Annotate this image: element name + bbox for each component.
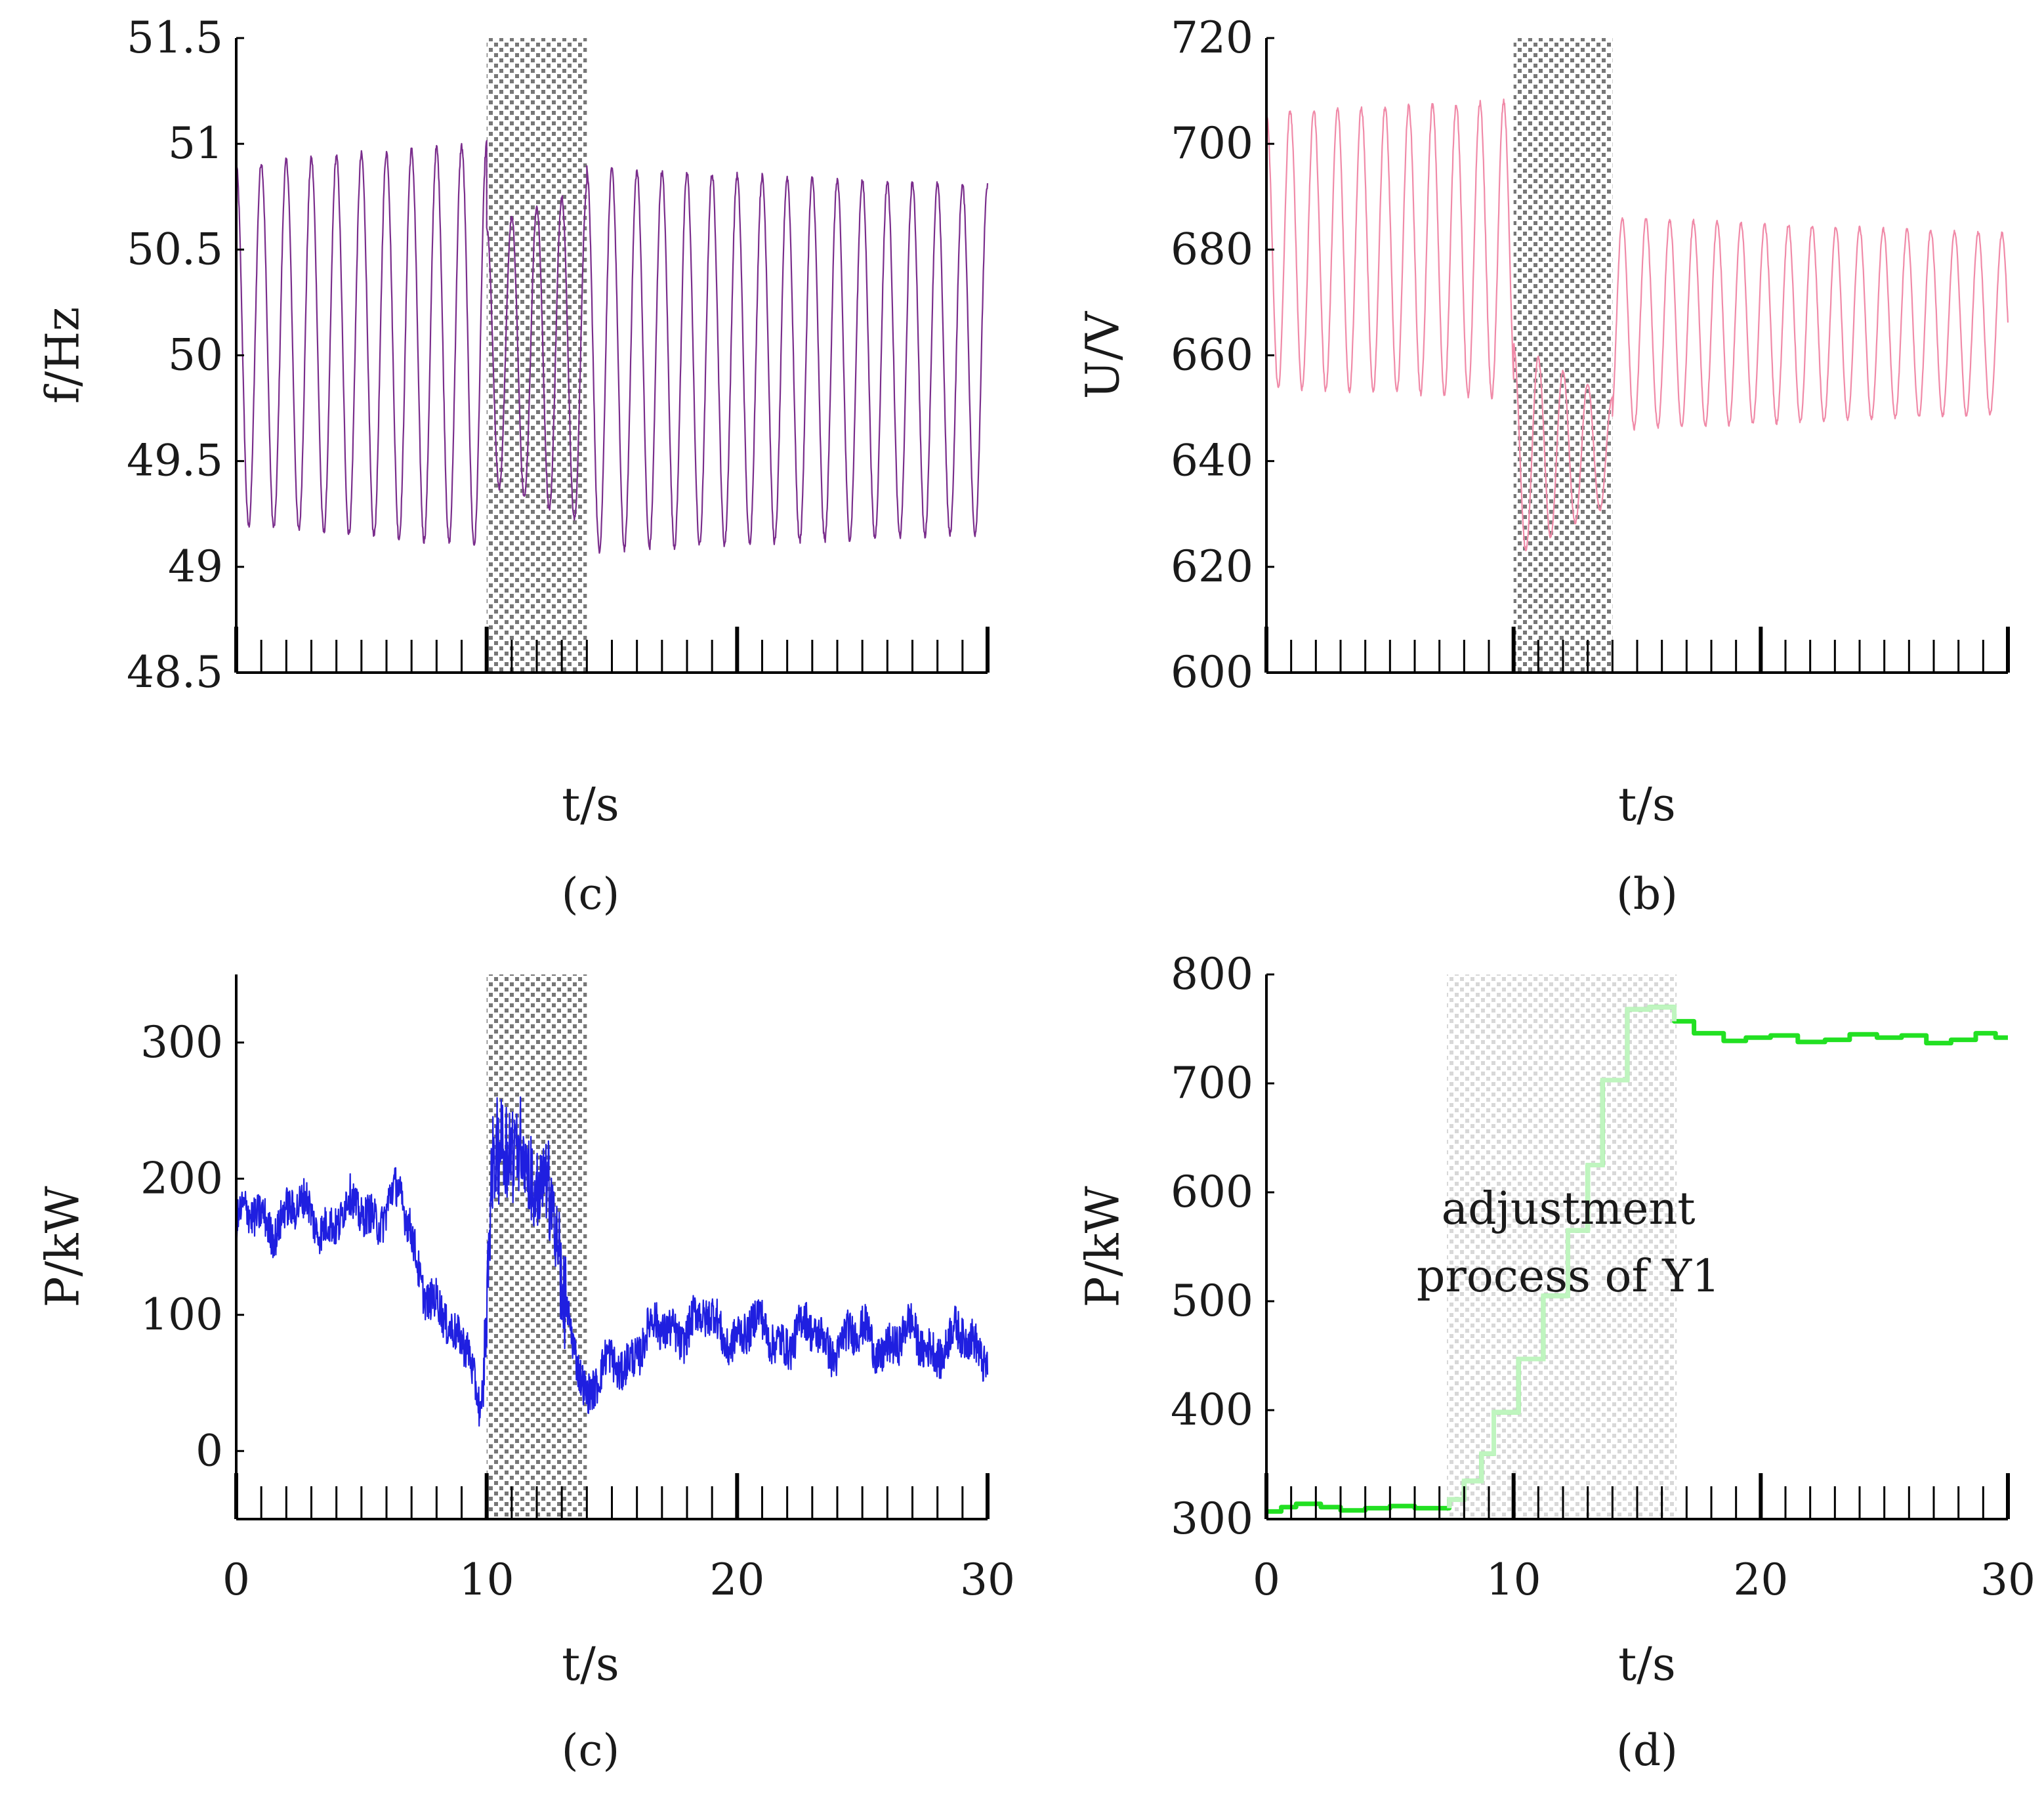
voltage-line-series <box>1265 98 2009 552</box>
disturbance-shade <box>486 38 587 673</box>
step-line-adjustment-segment <box>1447 1005 1677 1509</box>
x-tick-label: 20 <box>1733 1555 1788 1605</box>
y-tick-label: 800 <box>1171 949 1253 999</box>
panel-voltage: 600 620 640 660 680 700 720 U/V t/s (b) <box>1076 12 2010 919</box>
panel-frequency: 48.5 49 49.5 50 50.5 51 51.5 f/Hz t/s (c) <box>36 12 990 919</box>
x-axis-title: t/s <box>562 778 619 831</box>
y-axis-title: f/Hz <box>36 307 90 404</box>
disturbance-shade <box>1513 38 1613 673</box>
y-tick-label: 600 <box>1171 647 1253 698</box>
y-tick-label: 500 <box>1171 1276 1253 1326</box>
annotation-line-1: adjustment <box>1442 1183 1696 1235</box>
x-tick-labels: 0 10 20 30 <box>222 1555 1015 1605</box>
y-tick-labels: 48.5 49 49.5 50 50.5 51 51.5 <box>127 12 223 698</box>
axes-frequency <box>234 37 990 674</box>
y-tick-label: 620 <box>1171 541 1253 592</box>
y-tick-label: 50.5 <box>127 224 223 274</box>
data-line <box>235 1096 989 1427</box>
x-tick-label: 0 <box>222 1555 250 1605</box>
power-line-series <box>235 1096 989 1427</box>
x-tick-label: 10 <box>1486 1555 1541 1605</box>
y-axis-title: P/kW <box>36 1186 90 1307</box>
y-tick-label: 700 <box>1171 1058 1253 1108</box>
x-tick-label: 30 <box>1980 1555 2035 1605</box>
y-tick-label: 0 <box>196 1425 223 1476</box>
x-tick-label: 0 <box>1253 1555 1280 1605</box>
panel-caption: (c) <box>562 869 619 919</box>
panel-caption: (c) <box>562 1725 619 1776</box>
y-tick-label: 400 <box>1171 1385 1253 1435</box>
y-tick-label: 720 <box>1171 12 1253 63</box>
annotation-line-2: process of Y1 <box>1417 1251 1721 1303</box>
y-tick-label: 49 <box>168 541 223 592</box>
y1-power-step-series <box>1266 1005 2008 1514</box>
y-tick-label: 640 <box>1171 436 1253 486</box>
y-tick-labels: 300 400 500 600 700 800 <box>1171 949 1253 1544</box>
y-tick-label: 700 <box>1171 118 1253 169</box>
y-tick-label: 200 <box>140 1153 223 1203</box>
x-tick-labels: 0 10 20 30 <box>1253 1555 2035 1605</box>
y-axis-title: P/kW <box>1076 1186 1130 1307</box>
axes-power <box>234 974 990 1520</box>
y-tick-label: 300 <box>140 1017 223 1068</box>
y-tick-label: 100 <box>140 1289 223 1340</box>
x-tick-label: 20 <box>709 1555 764 1605</box>
data-line <box>235 140 989 554</box>
panel-power-load: 0 100 200 300 0 10 20 30 P/kW t/s (c) <box>36 974 1015 1776</box>
x-tick-label: 10 <box>459 1555 514 1605</box>
y-tick-labels: 600 620 640 660 680 700 720 <box>1171 12 1253 698</box>
disturbance-shade <box>486 974 587 1519</box>
x-axis-title: t/s <box>1618 778 1676 831</box>
y-tick-label: 49.5 <box>127 436 223 486</box>
data-line <box>1265 98 2009 552</box>
y-tick-label: 600 <box>1171 1167 1253 1217</box>
y-tick-label: 51.5 <box>127 12 223 63</box>
x-tick-label: 30 <box>960 1555 1015 1605</box>
panel-caption: (b) <box>1616 869 1678 919</box>
y-tick-label: 50 <box>168 330 223 381</box>
axes-power-y1 <box>1264 973 2010 1520</box>
y-tick-label: 680 <box>1171 224 1253 274</box>
y-tick-label: 51 <box>168 118 223 169</box>
panel-caption: (d) <box>1616 1725 1678 1776</box>
x-axis-title: t/s <box>562 1637 619 1691</box>
y-tick-labels: 0 100 200 300 <box>140 1017 223 1476</box>
adjustment-shade <box>1446 974 1677 1519</box>
y-tick-label: 660 <box>1171 330 1253 381</box>
x-axis-title: t/s <box>1618 1637 1676 1691</box>
axes-voltage <box>1264 37 2010 674</box>
frequency-line-series <box>235 140 989 554</box>
y-axis-title: U/V <box>1076 310 1130 399</box>
y-tick-label: 48.5 <box>127 647 223 698</box>
y-tick-label: 300 <box>1171 1493 1253 1544</box>
